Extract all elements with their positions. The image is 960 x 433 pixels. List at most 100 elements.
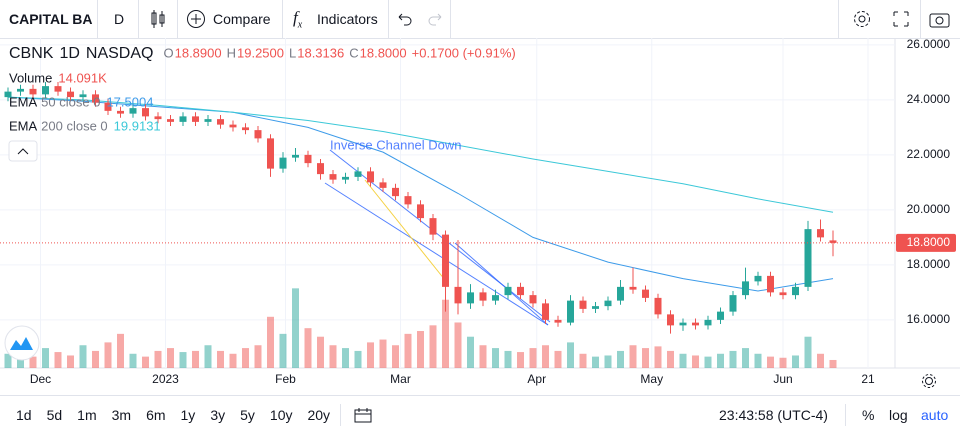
x-tick-label: Dec	[30, 372, 51, 386]
compare-button[interactable]: Compare	[213, 11, 271, 27]
candle-body	[167, 119, 174, 122]
volume-bar	[604, 355, 612, 368]
clock: 23:43:58 (UTC-4)	[719, 407, 828, 423]
candle-body	[479, 292, 487, 301]
volume-bar	[567, 342, 574, 368]
chart-type-icon[interactable]	[150, 9, 166, 29]
indicators-button[interactable]: Indicators	[317, 11, 378, 27]
date-range-icon[interactable]	[354, 407, 372, 423]
ema-legend-params: 200 close 0	[41, 118, 108, 133]
time-axis-settings[interactable]	[922, 374, 936, 388]
candle-body	[254, 130, 262, 139]
channel-line[interactable]	[454, 242, 549, 326]
volume-bar	[142, 356, 149, 368]
candle-body	[367, 171, 374, 183]
volume-bar	[42, 348, 49, 368]
volume-bar	[392, 345, 399, 368]
range-button[interactable]: 6m	[146, 407, 166, 423]
logo[interactable]	[4, 325, 40, 361]
percent-toggle[interactable]: %	[862, 407, 875, 423]
separator	[838, 0, 839, 38]
y-tick-label: 16.0000	[907, 312, 951, 326]
candle-body	[342, 176, 349, 180]
candle-body	[117, 110, 124, 114]
volume-bar	[167, 348, 174, 368]
candle-body	[592, 306, 599, 309]
volume-bar	[229, 353, 237, 368]
last-price-label: 18.8000	[907, 235, 951, 249]
bottom-toolbar: 23:43:58 (UTC-4) % log auto 1d 5d 1m 3m 6m 1y…	[0, 395, 960, 433]
separator	[138, 0, 139, 38]
range-button[interactable]: 1m	[77, 407, 97, 423]
last-price-box	[896, 233, 956, 252]
undo-redo[interactable]	[396, 11, 446, 27]
range-button[interactable]: 3m	[111, 407, 132, 423]
separator	[920, 0, 921, 38]
top-toolbar: CAPITAL BA D Compare fx Indicators	[0, 0, 960, 39]
legend: CBNK 1D NASDAQ O 18.8900 H 19.2500 L 18.3136 C 18.…	[8, 45, 516, 162]
range-button[interactable]: 5d	[46, 407, 63, 423]
volume-bar	[517, 352, 524, 368]
candle-body	[667, 314, 674, 326]
range-button[interactable]: 10y	[269, 407, 293, 423]
log-toggle[interactable]: log	[889, 407, 908, 423]
candle-body	[92, 94, 99, 103]
volume-bar	[254, 345, 262, 368]
x-tick-label: 21	[861, 372, 875, 386]
range-button[interactable]: 1y	[180, 407, 196, 423]
candle-body	[729, 295, 737, 312]
y-tick-label: 18.0000	[907, 257, 951, 271]
drawings[interactable]: Inverse Channel Down	[324, 137, 551, 326]
channel-line[interactable]	[324, 182, 549, 326]
legend-key: L	[289, 45, 296, 60]
range-button[interactable]: 20y	[307, 407, 331, 423]
candle-body	[217, 119, 224, 125]
compare-icon[interactable]	[186, 9, 206, 29]
volume-bar	[367, 342, 374, 368]
symbol-search[interactable]: CAPITAL BA	[9, 11, 93, 27]
candle-body	[804, 229, 812, 287]
x-tick-label: Mar	[390, 372, 411, 386]
legend-value: 18.8900	[175, 45, 222, 60]
volume-bar	[217, 350, 224, 368]
volume-bar	[404, 333, 412, 368]
volume-bar	[29, 356, 37, 368]
axes: 16.0000 18.0000 20.0000 22.0000 24.0000 26.00…	[0, 38, 956, 386]
volume-bar	[242, 348, 249, 368]
candle-body	[279, 157, 287, 169]
volume-bar	[454, 322, 462, 368]
candle-body	[692, 322, 699, 326]
range-button[interactable]: 1d	[16, 407, 32, 423]
volume-bar	[679, 353, 687, 368]
right-icons[interactable]	[852, 9, 952, 29]
candle-body	[679, 322, 687, 326]
candle-body	[742, 281, 749, 296]
x-tick-label: 2023	[152, 372, 179, 386]
volume-bar	[54, 352, 62, 368]
drawing-label[interactable]: Inverse Channel Down	[330, 137, 462, 152]
indicators-icon[interactable]: fx	[293, 8, 303, 31]
separator	[845, 404, 846, 426]
candle-body	[79, 94, 87, 98]
candle-body	[579, 300, 587, 309]
y-tick-label: 22.0000	[907, 147, 951, 161]
range-button[interactable]: 5y	[240, 407, 255, 423]
range-button[interactable]: 3y	[210, 407, 226, 423]
x-tick-label: May	[640, 372, 663, 386]
candle-body	[567, 300, 574, 323]
channel-base[interactable]	[364, 179, 446, 281]
auto-toggle[interactable]: auto	[921, 407, 949, 423]
candles	[4, 82, 837, 334]
collapse-arrow	[17, 148, 29, 155]
volume-bar	[129, 353, 137, 368]
legend-value: 18.8000	[360, 45, 407, 60]
volume-bar	[4, 353, 12, 368]
channel-line[interactable]	[329, 149, 551, 323]
legend-exchange: NASDAQ	[86, 45, 154, 62]
candle-body	[617, 286, 624, 301]
interval-button[interactable]: D	[114, 11, 125, 27]
candle-body	[704, 319, 712, 326]
collapse-legend[interactable]	[8, 140, 38, 162]
volume-legend: Volume	[9, 70, 52, 85]
